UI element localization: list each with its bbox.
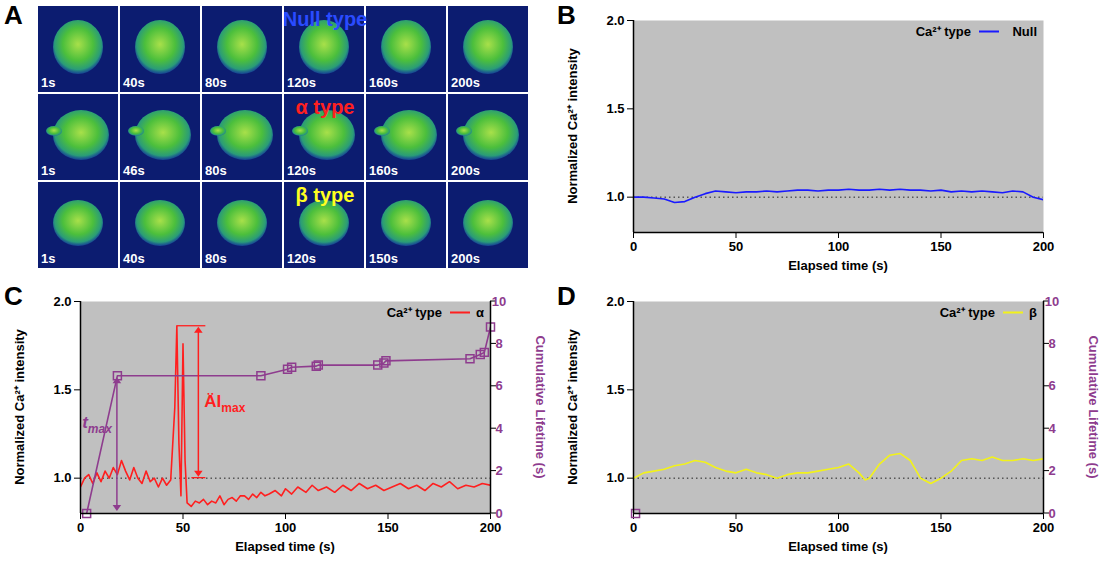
svg-text:1s: 1s: [41, 251, 55, 266]
svg-text:200: 200: [480, 520, 502, 535]
svg-text:Elapsed time (s): Elapsed time (s): [788, 539, 888, 554]
svg-text:α: α: [476, 305, 484, 320]
svg-text:200s: 200s: [451, 251, 480, 266]
svg-text:120s: 120s: [287, 163, 316, 178]
svg-text:Cumulative Lifetime (s): Cumulative Lifetime (s): [1086, 335, 1101, 478]
svg-text:2.0: 2.0: [606, 13, 624, 28]
html-text:B: B: [557, 0, 576, 30]
svg-text:2.0: 2.0: [606, 294, 624, 309]
svg-text:Ca²⁺ type: Ca²⁺ type: [387, 305, 442, 320]
svg-text:ÄImax: ÄImax: [204, 392, 245, 415]
svg-text:200s: 200s: [451, 163, 480, 178]
svg-text:150: 150: [930, 520, 952, 535]
svg-text:80s: 80s: [205, 75, 227, 90]
svg-text:0: 0: [630, 520, 637, 535]
svg-text:1.0: 1.0: [606, 470, 624, 485]
svg-text:50: 50: [729, 239, 743, 254]
svg-text:40s: 40s: [123, 251, 145, 266]
svg-text:Elapsed time (s): Elapsed time (s): [235, 539, 335, 554]
svg-text:4: 4: [1048, 421, 1056, 436]
svg-text:120s: 120s: [287, 251, 316, 266]
svg-text:46s: 46s: [123, 163, 145, 178]
svg-text:80s: 80s: [205, 163, 227, 178]
svg-text:1s: 1s: [41, 75, 55, 90]
html-text:A: A: [4, 0, 23, 30]
svg-text:Ca²⁺ type: Ca²⁺ type: [940, 305, 995, 320]
svg-text:160s: 160s: [369, 163, 398, 178]
svg-text:150: 150: [377, 520, 399, 535]
svg-text:200: 200: [1033, 520, 1055, 535]
svg-text:200s: 200s: [451, 75, 480, 90]
svg-text:0: 0: [495, 506, 502, 521]
svg-text:50: 50: [729, 520, 743, 535]
svg-text:1.0: 1.0: [606, 189, 624, 204]
svg-text:Normalized Ca²⁺ intensity: Normalized Ca²⁺ intensity: [565, 47, 580, 203]
svg-text:150s: 150s: [369, 251, 398, 266]
svg-text:1.5: 1.5: [606, 382, 624, 397]
svg-text:100: 100: [828, 239, 850, 254]
svg-text:0: 0: [77, 520, 84, 535]
html-text:D: D: [557, 281, 576, 311]
svg-text:Normalized Ca²⁺ intensity: Normalized Ca²⁺ intensity: [12, 328, 27, 484]
svg-text:β type: β type: [296, 184, 355, 206]
svg-text:0: 0: [1048, 506, 1055, 521]
svg-text:1.5: 1.5: [53, 382, 71, 397]
svg-text:10: 10: [492, 294, 506, 309]
svg-text:Elapsed time (s): Elapsed time (s): [788, 258, 888, 273]
svg-text:Cumulative Lifetime (s): Cumulative Lifetime (s): [533, 335, 548, 478]
svg-text:6: 6: [1048, 378, 1055, 393]
svg-text:80s: 80s: [205, 251, 227, 266]
svg-text:Null: Null: [1012, 24, 1037, 39]
svg-text:100: 100: [828, 520, 850, 535]
svg-text:100: 100: [275, 520, 297, 535]
svg-text:Normalized Ca²⁺ intensity: Normalized Ca²⁺ intensity: [565, 328, 580, 484]
svg-text:α type: α type: [296, 96, 355, 118]
svg-text:1.0: 1.0: [53, 470, 71, 485]
svg-text:2.0: 2.0: [53, 294, 71, 309]
svg-text:8: 8: [495, 336, 502, 351]
svg-text:Ca²⁺ type: Ca²⁺ type: [916, 24, 971, 39]
html-text:C: C: [4, 281, 23, 311]
svg-text:2: 2: [1048, 463, 1055, 478]
svg-text:200: 200: [1033, 239, 1055, 254]
svg-text:8: 8: [1048, 336, 1055, 351]
svg-text:1s: 1s: [41, 163, 55, 178]
svg-text:120s: 120s: [287, 75, 316, 90]
svg-text:6: 6: [495, 378, 502, 393]
svg-text:tmax: tmax: [82, 413, 113, 436]
svg-text:4: 4: [495, 421, 503, 436]
svg-text:160s: 160s: [369, 75, 398, 90]
svg-text:10: 10: [1045, 294, 1059, 309]
svg-text:1.5: 1.5: [606, 101, 624, 116]
svg-text:Null type: Null type: [283, 8, 367, 30]
svg-text:150: 150: [930, 239, 952, 254]
svg-text:0: 0: [630, 239, 637, 254]
svg-text:2: 2: [495, 463, 502, 478]
svg-text:40s: 40s: [123, 75, 145, 90]
svg-text:β: β: [1029, 305, 1037, 320]
svg-text:50: 50: [176, 520, 190, 535]
